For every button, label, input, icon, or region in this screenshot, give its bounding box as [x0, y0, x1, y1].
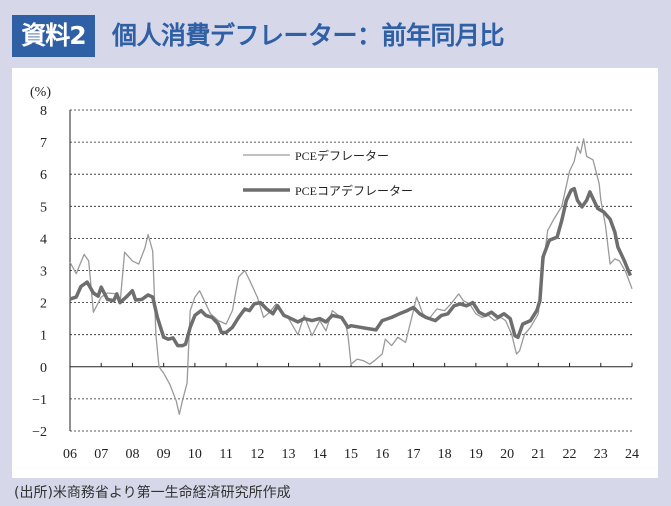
y-tick-label: 8 — [40, 104, 47, 119]
x-tick-label: 14 — [313, 447, 327, 462]
x-tick-label: 07 — [94, 447, 108, 462]
source-note: (出所)米商務省より第一生命経済研究所作成 — [14, 485, 291, 501]
x-tick-label: 12 — [250, 447, 264, 462]
x-tick-label: 09 — [157, 447, 171, 462]
page-title: 個人消費デフレーター：前年同月比 — [112, 21, 505, 50]
x-tick-label: 16 — [375, 447, 389, 462]
x-tick-label: 06 — [63, 447, 77, 462]
x-tick-label: 17 — [406, 447, 420, 462]
x-tick-label: 08 — [125, 447, 139, 462]
x-tick-label: 15 — [344, 447, 358, 462]
y-tick-label: 3 — [40, 265, 47, 280]
y-tick-label: 1 — [40, 329, 47, 344]
y-tick-label: 2 — [40, 297, 47, 312]
chart-panel — [12, 68, 658, 478]
x-tick-label: 10 — [188, 447, 202, 462]
figure-badge: 資料2 — [12, 15, 95, 57]
x-tick-label: 11 — [219, 447, 232, 462]
legend-label-headline: PCEデフレーター — [295, 148, 389, 163]
y-tick-label: 6 — [40, 168, 47, 183]
x-tick-label: 21 — [531, 447, 545, 462]
y-tick-label: 4 — [40, 232, 47, 247]
x-tick-label: 24 — [625, 447, 639, 462]
series-line-pce — [69, 138, 633, 415]
x-tick-label: 13 — [282, 447, 296, 462]
x-tick-label: 23 — [594, 447, 608, 462]
y-tick-label: 0 — [40, 361, 47, 376]
legend: PCEデフレーター PCEコアデフレーター — [243, 148, 413, 198]
legend-label-core: PCEコアデフレーター — [295, 183, 413, 198]
x-tick-label: 19 — [469, 447, 483, 462]
y-tick-label: −2 — [32, 425, 47, 440]
x-tick-label: 22 — [563, 447, 577, 462]
y-tick-label: −1 — [32, 393, 47, 408]
x-tick-label: 18 — [438, 447, 452, 462]
series-line-core-pce — [69, 186, 633, 348]
y-tick-label: 7 — [40, 136, 47, 151]
y-axis-unit: (%) — [30, 85, 51, 100]
x-tick-label: 20 — [500, 447, 514, 462]
y-tick-label: 5 — [40, 200, 47, 215]
